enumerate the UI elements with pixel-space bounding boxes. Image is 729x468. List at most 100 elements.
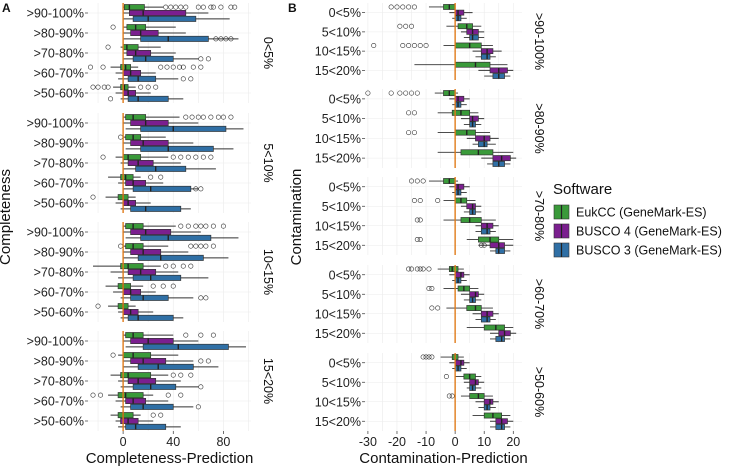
box-iqr: [126, 50, 152, 56]
outlier-point: [198, 295, 204, 301]
y-tick-label: >90-100%: [27, 335, 84, 349]
outlier-point: [213, 36, 219, 42]
box-iqr: [132, 383, 177, 390]
box-iqr: [448, 266, 459, 272]
box-eukcc-genemark-es: [426, 285, 479, 292]
box-eukcc-genemark-es: [397, 23, 482, 30]
box-iqr: [475, 135, 491, 142]
outlier-point: [198, 358, 204, 364]
facet-strip-label: 5<10%: [261, 143, 275, 182]
outlier-point: [193, 243, 199, 249]
box-busco-3-genemark-es: [478, 404, 496, 411]
box-busco-3-genemark-es: [123, 55, 211, 62]
box-iqr: [130, 229, 172, 235]
outlier-point: [178, 4, 184, 10]
box-eukcc-genemark-es: [414, 236, 514, 243]
box-iqr: [117, 392, 144, 399]
box-busco-3-genemark-es: [120, 205, 191, 212]
outlier-point: [210, 223, 216, 229]
outlier-point: [164, 64, 170, 70]
box-iqr: [495, 424, 505, 430]
box-iqr: [125, 114, 147, 121]
box-iqr: [483, 324, 505, 331]
box-eukcc-genemark-es: [123, 4, 238, 11]
outlier-point: [406, 266, 412, 272]
box-iqr: [117, 283, 131, 290]
outlier-point: [446, 393, 452, 399]
outlier-point: [203, 223, 209, 229]
outlier-point: [100, 154, 106, 160]
box-eukcc-genemark-es: [118, 243, 216, 250]
box-iqr: [122, 70, 142, 76]
y-tick-label: >50-60%: [34, 197, 84, 211]
facet-strip-label: >60-70%: [532, 279, 546, 329]
box-busco-3-genemark-es: [123, 363, 219, 370]
outlier-point: [100, 64, 106, 70]
facet-strip-label: >80-90%: [532, 103, 546, 153]
box-busco-3-genemark-es: [452, 101, 467, 108]
y-tick-label: >70-80%: [34, 375, 84, 389]
outlier-point: [150, 283, 156, 289]
outlier-point: [420, 178, 426, 184]
box-iqr: [130, 403, 174, 410]
box-busco-3-genemark-es: [466, 385, 482, 391]
box-eukcc-genemark-es: [110, 372, 194, 379]
outlier-point: [218, 4, 224, 10]
outlier-point: [426, 286, 432, 292]
box-iqr: [460, 149, 494, 156]
x-tick-label: -30: [359, 435, 377, 449]
box-iqr: [478, 236, 500, 243]
outlier-point: [210, 4, 216, 10]
box-iqr: [469, 291, 479, 298]
box-iqr: [122, 289, 142, 295]
box-iqr: [140, 35, 209, 42]
outlier-point: [403, 90, 409, 96]
box-busco-4-genemark-es: [123, 140, 194, 146]
x-tick-label: -20: [388, 435, 406, 449]
y-tick-label: >70-80%: [34, 47, 84, 61]
box-busco-3-genemark-es: [487, 160, 511, 167]
box-busco-4-genemark-es: [115, 398, 169, 404]
outlier-point: [170, 263, 176, 269]
box-iqr: [454, 129, 476, 136]
outlier-point: [365, 90, 371, 96]
outlier-point: [228, 36, 234, 42]
box-iqr: [495, 248, 505, 254]
box-busco-3-genemark-es: [120, 294, 209, 301]
outlier-point: [223, 36, 229, 42]
box-busco-3-genemark-es: [490, 336, 511, 342]
box-eukcc-genemark-es: [466, 324, 514, 331]
box-eukcc-genemark-es: [388, 4, 456, 10]
box-iqr: [122, 44, 139, 51]
outlier-point: [173, 4, 179, 10]
box-busco-3-genemark-es: [463, 34, 485, 41]
box-busco-4-genemark-es: [460, 115, 485, 122]
box-iqr: [120, 372, 152, 379]
legend-title: Software: [553, 181, 612, 198]
legend-label: BUSCO 4 (GeneMark-ES): [576, 225, 722, 239]
box-iqr: [129, 10, 187, 16]
box-busco-3-genemark-es: [123, 165, 216, 172]
box-busco-3-genemark-es: [123, 15, 230, 22]
panel-letter: A: [2, 1, 11, 15]
outlier-point: [205, 358, 211, 364]
box-iqr: [454, 61, 491, 68]
outlier-point: [95, 84, 101, 90]
outlier-point: [409, 178, 415, 184]
box-eukcc-genemark-es: [429, 305, 493, 311]
outlier-point: [228, 4, 234, 10]
outlier-point: [108, 96, 114, 102]
box-iqr: [454, 359, 465, 366]
box-iqr: [132, 274, 182, 281]
outlier-point: [411, 42, 417, 48]
y-tick-label: >50-60%: [34, 87, 84, 101]
outlier-point: [208, 4, 214, 10]
box-iqr: [454, 95, 465, 102]
box-busco-3-genemark-es: [125, 234, 239, 241]
outlier-point: [110, 24, 116, 30]
outlier-point: [105, 44, 111, 50]
outlier-point: [200, 4, 206, 10]
box-eukcc-genemark-es: [446, 393, 493, 399]
box-iqr: [120, 174, 134, 181]
